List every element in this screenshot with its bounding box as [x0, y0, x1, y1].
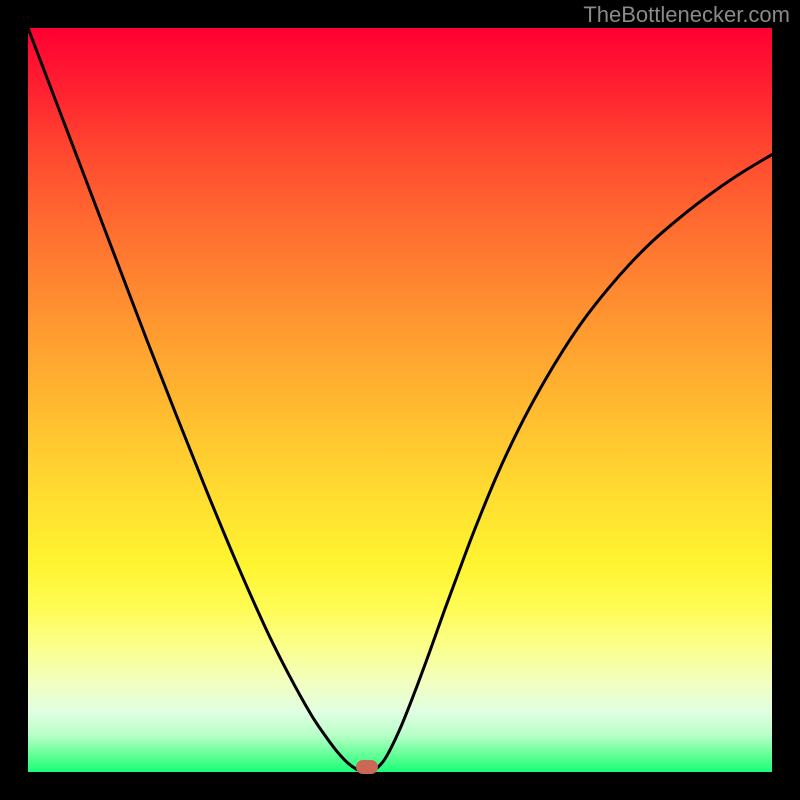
curve-path: [28, 28, 772, 772]
chart-plot-area: [28, 28, 772, 772]
chart-container: TheBottlenecker.com: [0, 0, 800, 800]
watermark-text: TheBottlenecker.com: [583, 2, 790, 28]
bottleneck-curve: [28, 28, 772, 772]
optimal-point-marker: [356, 760, 378, 774]
